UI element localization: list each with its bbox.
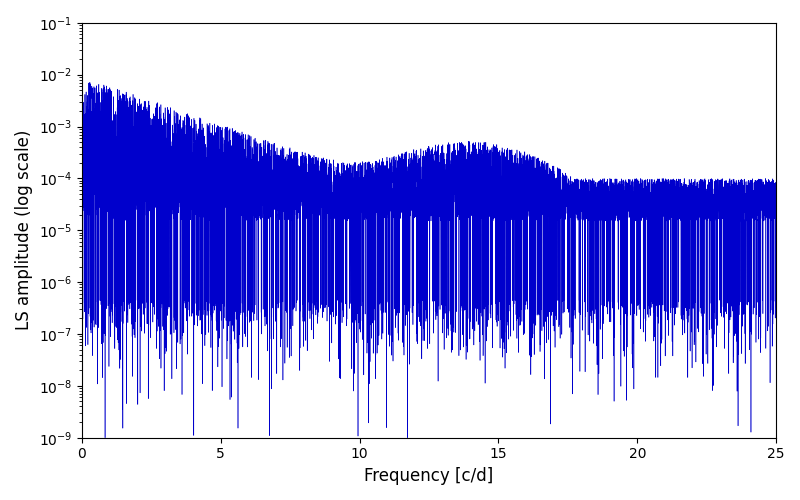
Y-axis label: LS amplitude (log scale): LS amplitude (log scale) xyxy=(15,130,33,330)
X-axis label: Frequency [c/d]: Frequency [c/d] xyxy=(364,467,494,485)
